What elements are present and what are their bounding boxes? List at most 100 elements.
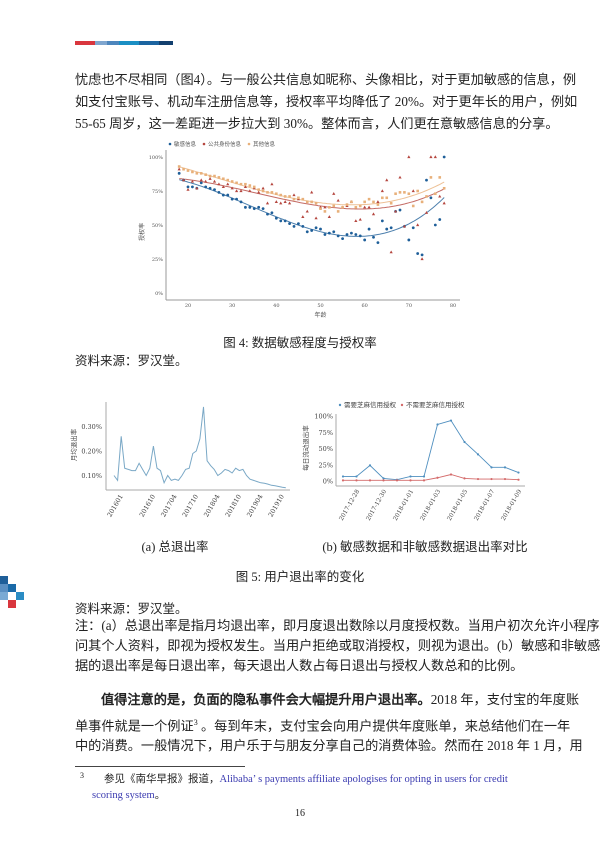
footnote-ref[interactable]: 3: [193, 718, 198, 727]
legend-label: 敏感信息: [174, 140, 197, 148]
data-point: [490, 466, 493, 469]
x-tick-label: 20: [185, 303, 191, 309]
data-point: [239, 182, 243, 186]
sensitive-exit-rate-chart: 0% 25% 50% 75% 100% 每日流动退出率 2017-12-28 2017-12-…: [301, 400, 525, 522]
data-point: [221, 193, 225, 197]
data-point: [429, 196, 433, 200]
data-point: [358, 204, 362, 208]
data-point: [358, 234, 362, 238]
data-point: [261, 207, 265, 211]
text: 2018 年，支付宝的年度账: [430, 692, 580, 707]
data-point: [372, 200, 375, 204]
data-point: [403, 191, 406, 194]
data-point: [438, 176, 442, 179]
x-tick-label: 60: [361, 303, 367, 309]
data-point: [424, 211, 429, 214]
data-point: [208, 177, 212, 180]
data-point: [433, 223, 437, 227]
trend-line: [179, 166, 445, 206]
y-tick-label: 0.30%: [81, 423, 102, 431]
data-point: [279, 219, 283, 223]
data-point: [380, 189, 384, 193]
x-tick-label: 2018-01-03: [419, 488, 442, 522]
subfigure-a-caption: (a) 总退出率: [141, 540, 209, 554]
x-tick-label: 40: [273, 303, 279, 309]
x-tick-label: 2017-12-28: [338, 488, 361, 522]
y-tick-label: 100%: [314, 413, 333, 421]
data-point: [476, 477, 480, 481]
data-point: [354, 206, 358, 209]
data-point: [350, 200, 353, 204]
paragraph-line: 单事件就是一个例证3 。每到年末，支付宝会向用户提供年度账单，来总结他们在一年: [75, 715, 570, 734]
data-point: [407, 192, 411, 196]
data-point: [244, 205, 247, 209]
data-point: [422, 475, 426, 478]
data-point: [420, 253, 424, 257]
data-point: [411, 204, 415, 208]
data-point: [336, 198, 340, 202]
data-point: [221, 185, 225, 189]
data-point: [429, 155, 433, 159]
data-point: [283, 219, 287, 223]
data-point: [341, 479, 345, 482]
data-point: [292, 224, 296, 228]
data-point: [323, 233, 327, 236]
data-point: [199, 181, 203, 185]
data-point: [314, 226, 318, 230]
data-point: [389, 250, 393, 254]
data-point: [191, 185, 194, 189]
y-axis-label: 授权率: [138, 223, 146, 241]
text: 。每到年末，支付宝会向用户提供年度账单，来总结他们在一年: [197, 718, 571, 734]
data-point: [257, 188, 260, 191]
data-point: [270, 211, 274, 215]
data-point: [394, 192, 397, 196]
x-tick-label: 2017-12-30: [365, 488, 388, 522]
data-point: [248, 189, 252, 193]
data-point: [436, 476, 439, 479]
data-point: [190, 179, 195, 183]
note-line: 注：(a）总退出率是指月均退出率，即月度退出数除以月度授权数。当用户初次允许小程…: [75, 618, 600, 633]
data-point: [336, 210, 340, 213]
data-point: [425, 195, 428, 198]
data-point: [297, 222, 300, 226]
y-tick-label: 50%: [319, 445, 333, 453]
footnote-link[interactable]: Alibaba’ s payments affiliate apologises…: [92, 774, 508, 801]
data-point: [341, 206, 344, 209]
bold-lead: 值得注意的是，负面的隐私事件会大幅提升用户退出率。: [101, 692, 431, 707]
data-point: [177, 167, 181, 171]
data-point: [239, 189, 243, 193]
data-point: [226, 178, 230, 182]
data-point: [402, 224, 407, 228]
data-point: [257, 205, 261, 209]
data-point: [422, 479, 426, 482]
legend-marker: [247, 142, 251, 146]
data-point: [323, 210, 327, 213]
data-point: [252, 207, 256, 211]
x-tick-label: 201704: [159, 493, 178, 519]
legend-marker: [202, 142, 206, 146]
paragraph-line: 如支付宝账号、机动车注册信息等，授权率平均降低了 20%。对于更年长的用户，例如: [75, 94, 578, 109]
footnote-link[interactable]: system: [125, 790, 155, 801]
data-point: [186, 185, 190, 189]
data-point: [354, 233, 358, 236]
x-tick-label: 30: [229, 303, 235, 309]
y-tick-label: 25%: [152, 257, 163, 263]
data-point: [350, 231, 353, 235]
data-point: [301, 224, 305, 228]
data-point: [358, 217, 362, 221]
data-point: [363, 205, 367, 209]
data-point: [239, 200, 243, 204]
data-point: [398, 208, 402, 212]
data-point: [385, 178, 389, 182]
series-line: [343, 474, 519, 481]
data-point: [244, 182, 247, 186]
data-point: [213, 188, 216, 192]
data-point: [275, 192, 278, 196]
legend-marker: [338, 403, 342, 407]
data-point: [248, 184, 252, 187]
data-point: [398, 175, 402, 179]
data-point: [434, 192, 437, 196]
data-point: [301, 197, 305, 201]
data-point: [235, 197, 238, 201]
data-point: [429, 176, 433, 179]
